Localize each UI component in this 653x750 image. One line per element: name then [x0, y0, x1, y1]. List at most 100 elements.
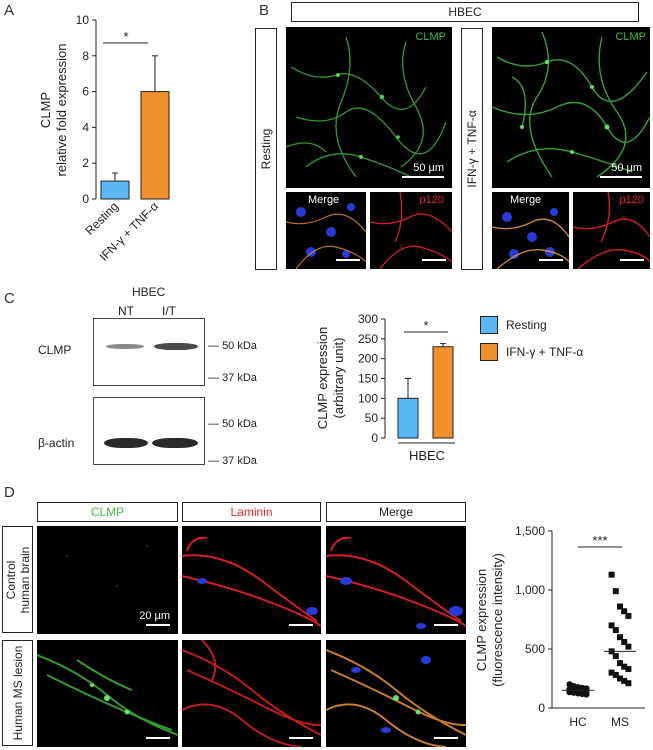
micrograph-resting-merge: Merge — [286, 192, 366, 269]
ms-point — [608, 622, 615, 629]
bar — [432, 346, 454, 439]
row-label-resting: Resting — [255, 28, 277, 270]
significance-marker: * — [423, 318, 428, 333]
scale-bar — [289, 624, 313, 626]
ms-point — [608, 571, 615, 578]
scale-label-20um: 20 µm — [139, 610, 170, 622]
western-blot-actin — [93, 397, 205, 465]
y-tick-label: 500 — [525, 642, 545, 656]
bar — [397, 397, 419, 439]
scale-bar — [539, 259, 563, 261]
marker-50kda: — 50 kDa — [208, 418, 257, 430]
blot-title: HBEC — [132, 285, 166, 299]
marker-50kda: — 50 kDa — [208, 340, 257, 352]
row-label-clmp: CLMP — [38, 343, 72, 357]
ms-point — [617, 660, 623, 667]
label-clmp: CLMP — [615, 31, 646, 43]
lane-it: I/T — [162, 304, 176, 318]
ms-point — [608, 669, 615, 676]
ms-point — [612, 671, 619, 678]
scale-bar — [289, 737, 313, 739]
ms-point — [617, 675, 623, 682]
ms-point — [612, 588, 619, 595]
scale-bar — [336, 259, 360, 261]
label-clmp: CLMP — [415, 31, 446, 43]
y-tick-label: 0 — [371, 431, 378, 445]
row-label-beta-actin: β-actin — [38, 436, 75, 450]
y-tick-label: 1,500 — [515, 524, 545, 538]
marker-37kda: — 37 kDa — [208, 372, 257, 384]
y-tick-label: 50 — [365, 411, 379, 425]
micrograph-ms-laminin — [182, 640, 321, 747]
y-tick-label: 300 — [358, 312, 378, 326]
x-axis-label: HBEC — [409, 448, 445, 463]
y-tick-label: 150 — [358, 372, 378, 386]
y-tick-label: 8 — [82, 49, 89, 63]
col-header-clmp: CLMP — [37, 502, 178, 522]
scale-bar — [620, 259, 644, 261]
legend-swatch-resting — [480, 316, 498, 334]
scale-bar — [146, 737, 170, 739]
ms-point — [625, 643, 632, 650]
micrograph-ifn-clmp: CLMP 50 µm — [492, 27, 650, 188]
row-label-ifn-tnf: IFN-γ + TNF-α — [461, 28, 483, 270]
label-merge: Merge — [308, 194, 340, 206]
panel-d-scatter-plot: 0 500 1,000 1,500 CLMP expression(fluorescen… — [474, 524, 645, 729]
ms-point — [612, 653, 619, 660]
panel-letter-b: B — [259, 2, 270, 19]
legend-label-resting: Resting — [506, 318, 547, 332]
hc-point — [583, 691, 590, 698]
micrograph-control-merge — [326, 526, 466, 634]
ms-point — [621, 677, 628, 684]
scale-bar — [434, 624, 458, 626]
col-header-merge: Merge — [326, 502, 466, 522]
micrograph-ms-merge — [326, 640, 466, 747]
ms-point — [612, 627, 619, 634]
y-axis-label: CLMP expression(fluorescence intensity) — [474, 553, 505, 687]
scale-bar — [422, 259, 446, 261]
legend: Resting IFN-γ + TNF-α — [480, 316, 583, 361]
legend-swatch-ifn — [480, 343, 498, 361]
scale-bar — [146, 624, 170, 626]
bar — [140, 91, 170, 200]
micrograph-control-clmp: 20 µm — [37, 526, 178, 634]
y-tick-label: 100 — [358, 391, 378, 405]
y-tick-label: 0 — [82, 192, 89, 206]
panel-letter-a: A — [4, 2, 15, 19]
ms-point — [621, 608, 628, 615]
significance-marker: *** — [592, 533, 607, 548]
x-tick-label: MS — [611, 715, 629, 729]
y-tick-label: 200 — [358, 352, 378, 366]
row-label-ms: Human MS lesion — [2, 640, 33, 746]
ms-point — [625, 680, 632, 687]
micrograph-ifn-p120: p120 — [573, 192, 650, 269]
scale-label-50um: 50 µm — [413, 162, 444, 174]
ms-point — [617, 603, 623, 610]
x-tick-label: HC — [569, 715, 587, 729]
scale-bar — [434, 737, 458, 739]
col-header-laminin: Laminin — [182, 502, 321, 522]
label-p120: p120 — [419, 194, 444, 206]
lane-nt: NT — [118, 304, 134, 318]
label-p120: p120 — [619, 194, 644, 206]
micrograph-resting-p120: p120 — [370, 192, 452, 269]
marker-37kda: — 37 kDa — [208, 455, 257, 467]
scale-bar — [600, 176, 642, 178]
ms-point — [617, 634, 623, 641]
y-tick-label: 4 — [82, 120, 89, 134]
y-tick-label: 2 — [82, 156, 89, 170]
panel-letter-d: D — [4, 484, 15, 501]
ms-point — [625, 612, 632, 619]
micrograph-ms-clmp — [37, 640, 178, 747]
legend-label-ifn: IFN-γ + TNF-α — [506, 345, 584, 359]
micrograph-resting-clmp: CLMP 50 µm — [286, 27, 452, 188]
y-tick-label: 6 — [82, 85, 89, 99]
row-label-control: Control human brain — [2, 526, 33, 633]
panel-letter-c: C — [4, 290, 15, 307]
ms-point — [621, 638, 628, 645]
y-tick-label: 10 — [76, 13, 90, 27]
y-tick-label: 1,000 — [515, 583, 545, 597]
y-axis-label: CLMPrelative fold expression — [38, 44, 69, 177]
western-blot-clmp — [93, 318, 205, 386]
